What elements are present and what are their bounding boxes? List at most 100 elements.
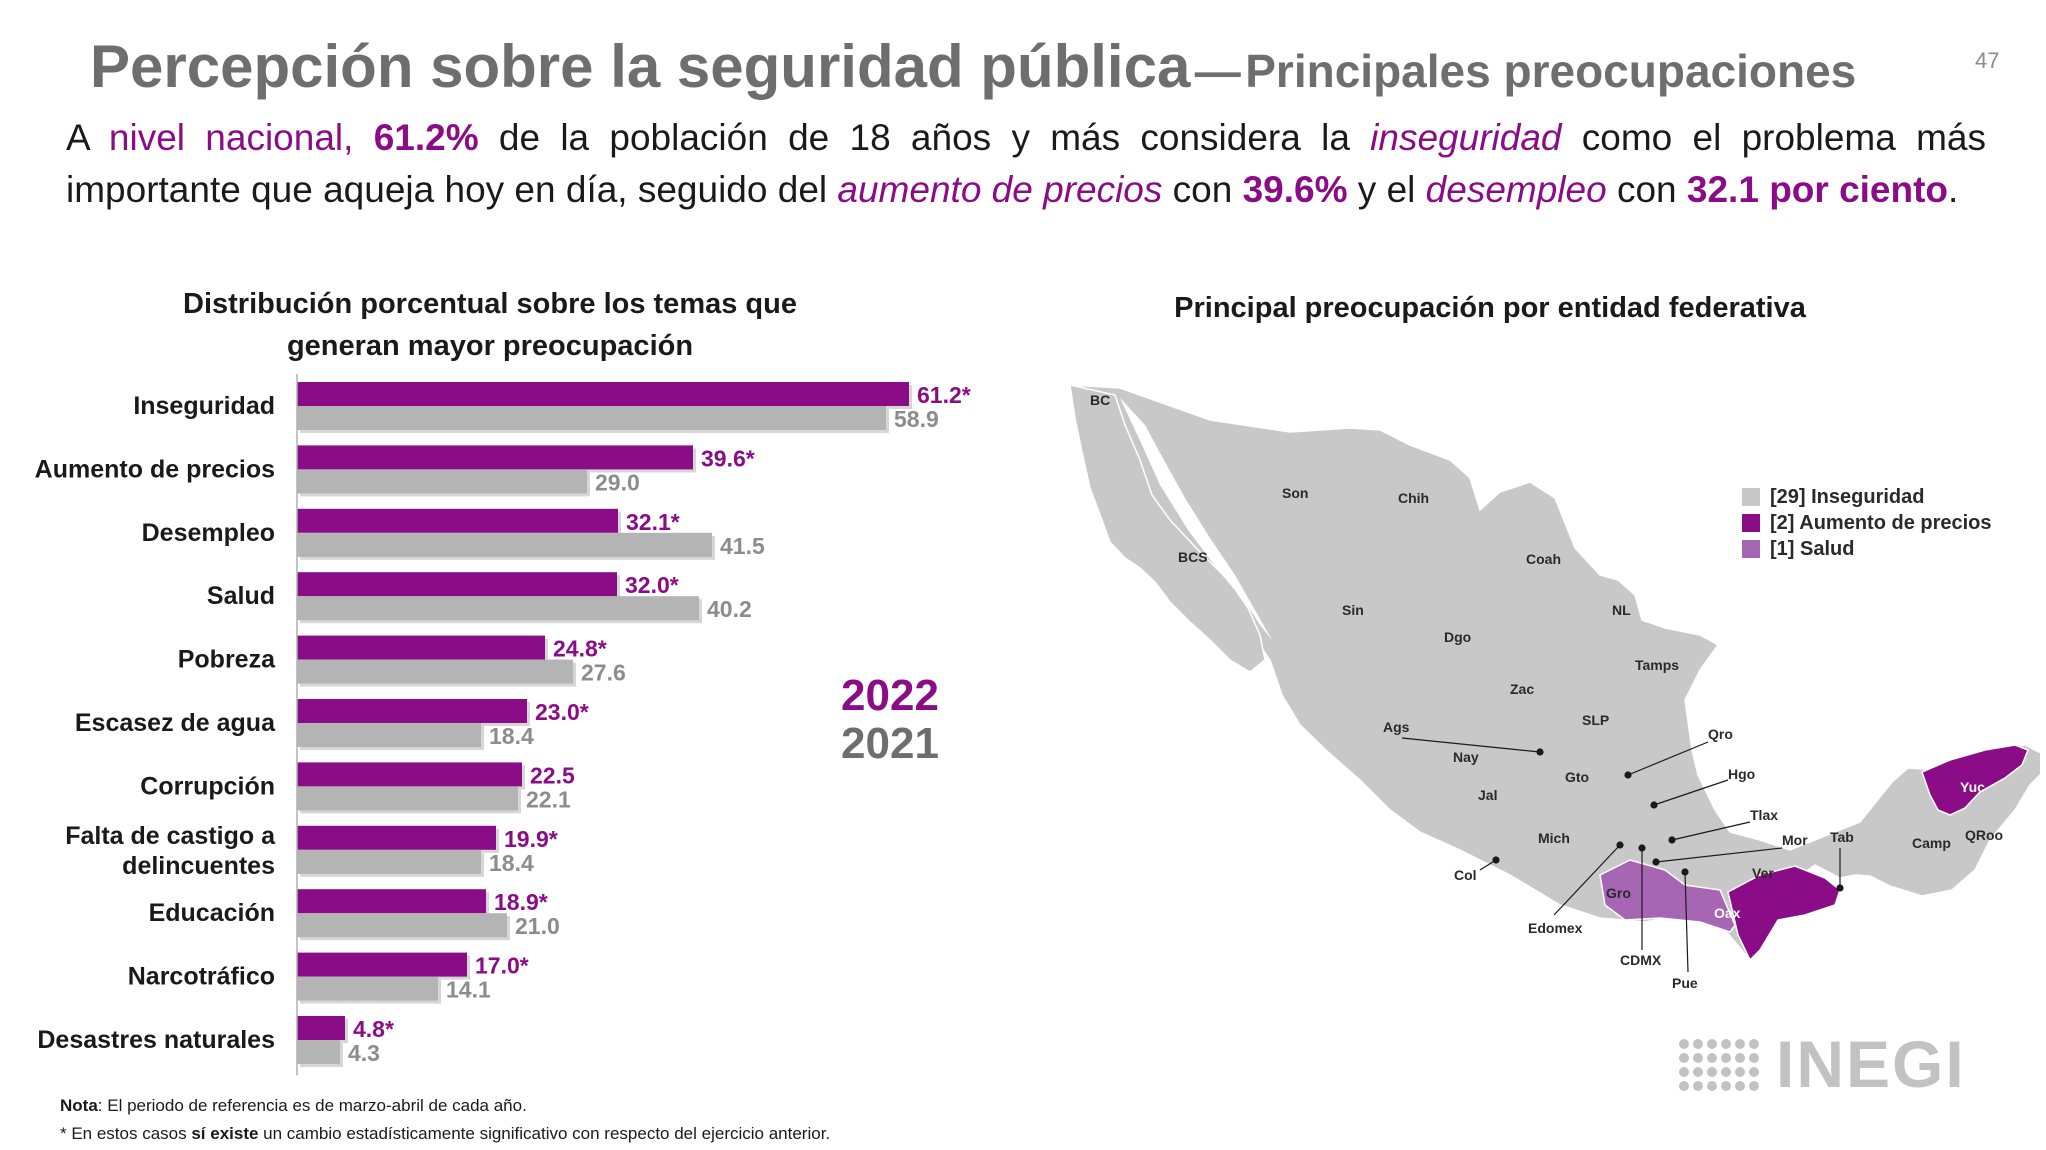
summary-highlight: inseguridad — [1370, 117, 1562, 158]
state-label: NL — [1612, 602, 1631, 618]
state-label: Mor — [1782, 832, 1808, 848]
data-label: 40.2 — [707, 596, 752, 622]
legend-label: [2] Aumento de precios — [1770, 511, 1992, 534]
category-label: Inseguridad — [133, 392, 275, 420]
note-text: : El periodo de referencia es de marzo-a… — [97, 1096, 527, 1115]
summary-text: con — [1606, 169, 1687, 210]
bar-2022 — [297, 635, 545, 660]
category-label: Desempleo — [142, 519, 275, 547]
bar-chart-title: Distribución porcentual sobre los temas … — [183, 288, 797, 362]
title-subtitle: Principales preocupaciones — [1245, 45, 1857, 97]
bar-2022 — [297, 952, 467, 977]
category-label: Educación — [149, 899, 275, 927]
map-mainland — [1068, 384, 2040, 962]
summary-text: con — [1162, 169, 1243, 210]
legend-swatch — [1742, 514, 1760, 532]
legend-2022: 2022 — [841, 671, 939, 720]
state-label: Sin — [1342, 602, 1364, 618]
state-labels: BC BCS Son Chih Coah Sin Dgo NL Tamps Za… — [1090, 392, 2003, 991]
category-label: Salud — [207, 582, 275, 610]
summary-text: . — [1948, 169, 1959, 210]
state-label: Son — [1282, 485, 1308, 501]
data-label: 32.1* — [626, 509, 680, 535]
data-label: 58.9 — [894, 406, 939, 432]
state-label: Tamps — [1635, 657, 1679, 673]
legend-swatch — [1742, 540, 1760, 558]
summary-paragraph: A nivel nacional, 61.2% de la población … — [66, 112, 1986, 216]
bar-2021 — [297, 532, 712, 557]
mexico-map: BC BCS Son Chih Coah Sin Dgo NL Tamps Za… — [1068, 384, 2040, 991]
data-label: 23.0* — [535, 699, 589, 725]
state-label: Mich — [1538, 830, 1570, 846]
summary-highlight: aumento de precios — [837, 169, 1163, 210]
summary-text: de la población de 18 años y más conside… — [478, 117, 1371, 158]
bar-2021 — [297, 469, 587, 494]
bar-2022 — [297, 699, 527, 723]
summary-highlight: 32.1 por ciento — [1686, 169, 1949, 210]
bar-2021 — [297, 723, 481, 747]
summary-highlight: 39.6% — [1242, 169, 1348, 210]
inegi-dots-icon — [1679, 1039, 1759, 1091]
data-label: 39.6* — [701, 445, 755, 471]
summary-highlight: 61.2% — [373, 117, 479, 158]
legend-swatch — [1742, 488, 1760, 506]
bar-2021 — [297, 596, 699, 621]
bar-2021 — [297, 786, 518, 811]
summary-text: como el problema más importante que aque… — [66, 117, 1987, 210]
bar-2021 — [297, 406, 886, 430]
state-label: Col — [1454, 867, 1477, 883]
state-label: Nay — [1453, 749, 1479, 765]
bar-2022 — [297, 1016, 345, 1040]
note-line-2: * En estos casos sí existe un cambio est… — [60, 1120, 830, 1148]
bar-2021 — [297, 659, 573, 684]
bar-2021 — [297, 1040, 340, 1064]
state-label: CDMX — [1620, 952, 1662, 968]
state-label: Chis — [1830, 917, 1861, 933]
state-label: Oax — [1714, 905, 1741, 921]
state-label: Tab — [1830, 829, 1854, 845]
state-label: Yuc — [1960, 779, 1985, 795]
data-label: 27.6 — [581, 660, 626, 686]
state-label: Camp — [1912, 835, 1951, 851]
map-region-oax — [1599, 859, 1736, 933]
note-line-1: Nota: El periodo de referencia es de mar… — [60, 1092, 830, 1120]
category-label: Escasez de agua — [75, 709, 276, 737]
data-label: 22.5 — [530, 762, 575, 788]
state-label: Edomex — [1528, 920, 1583, 936]
legend-label: [29] Inseguridad — [1770, 485, 1925, 508]
note-text: * En estos casos — [60, 1124, 192, 1143]
data-label: 18.9* — [494, 889, 548, 915]
category-label: Aumento de precios — [35, 455, 275, 483]
category-label: Pobreza — [178, 646, 276, 674]
category-label: Falta de castigo a delincuentes — [65, 822, 276, 880]
bar-2021 — [297, 849, 481, 874]
data-label: 18.4 — [489, 723, 534, 749]
data-label: 32.0* — [625, 572, 679, 598]
title-separator: — — [1194, 45, 1241, 97]
data-label: 4.3 — [348, 1040, 380, 1066]
inegi-wordmark: INEGI — [1776, 1027, 1966, 1101]
state-label: Ags — [1383, 719, 1410, 735]
legend-2021: 2021 — [841, 719, 939, 768]
state-label: Ver — [1752, 865, 1774, 881]
state-label: Gro — [1606, 885, 1631, 901]
state-label: Qro — [1708, 726, 1733, 742]
page-number: 47 — [1975, 48, 2000, 73]
state-label: Zac — [1510, 681, 1534, 697]
year-legend: 2022 2021 — [810, 672, 970, 768]
state-label: BCS — [1178, 549, 1208, 565]
inegi-logo: INEGI — [1676, 1027, 1966, 1101]
data-label: 18.4 — [489, 850, 534, 876]
summary-text: y el — [1347, 169, 1426, 210]
state-label: Pue — [1672, 975, 1698, 991]
page-title: Percepción sobre la seguridad pública — … — [90, 32, 1990, 101]
bar-2022 — [297, 382, 909, 406]
data-label: 22.1 — [526, 786, 571, 812]
map-gulf-water — [1120, 398, 1272, 640]
data-label: 24.8* — [553, 636, 607, 662]
state-label: Coah — [1526, 551, 1561, 567]
note-bold: sí existe — [191, 1124, 259, 1143]
state-label: SLP — [1582, 712, 1609, 728]
state-label: Chih — [1398, 490, 1429, 506]
data-label: 61.2* — [917, 382, 971, 408]
